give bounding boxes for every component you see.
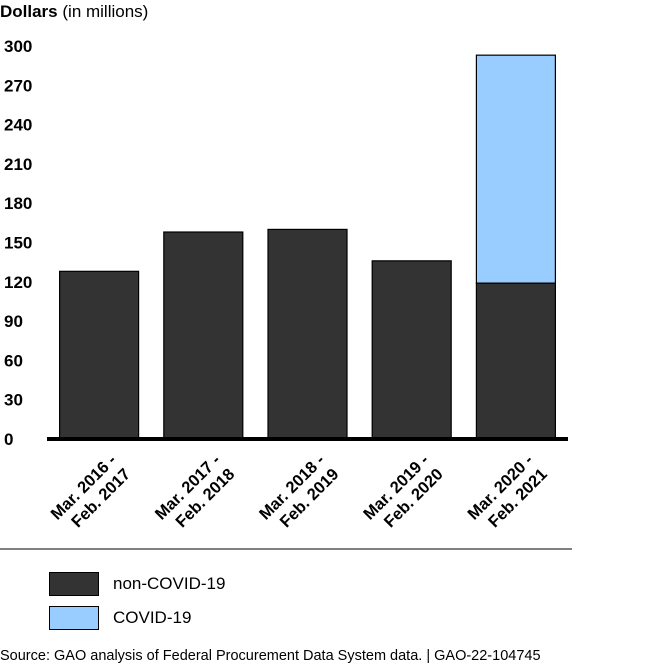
stacked-bar-chart: Dollars (in millions) 0 30 60 90 120 150 180 21… (0, 2, 572, 550)
x-tick-label: Mar. 2019 -Feb. 2020 (360, 451, 447, 538)
legend: non-COVID-19 COVID-19 (49, 570, 225, 638)
legend-swatch-non-covid (49, 572, 99, 596)
legend-item-non-covid: non-COVID-19 (49, 570, 225, 598)
x-axis-labels: Mar. 2016 -Feb. 2017 Mar. 2017 -Feb. 2018… (48, 451, 551, 538)
bar-non-covid-3 (267, 228, 348, 440)
legend-label-non-covid: non-COVID-19 (113, 574, 226, 593)
y-tick-label: 0 (4, 430, 13, 449)
x-tick-label: Mar. 2020 -Feb. 2021 (464, 451, 551, 538)
y-tick-label: 120 (4, 273, 32, 292)
legend-label-covid: COVID-19 (113, 608, 192, 627)
y-axis-title-main: Dollars (0, 2, 58, 21)
y-axis-title: Dollars (in millions) (0, 2, 148, 21)
y-tick-label: 300 (4, 37, 32, 56)
y-tick-label: 210 (4, 155, 32, 174)
x-tick-label: Mar. 2017 -Feb. 2018 (152, 451, 239, 538)
bar-non-covid-1 (58, 270, 140, 440)
y-axis-ticks: 0 30 60 90 120 150 180 210 240 270 300 (4, 37, 32, 449)
bar-non-covid-2 (163, 231, 244, 440)
y-tick-label: 30 (4, 391, 23, 410)
y-tick-label: 270 (4, 76, 32, 95)
y-tick-label: 60 (4, 351, 23, 370)
y-tick-label: 90 (4, 312, 23, 331)
source-note: Source: GAO analysis of Federal Procurem… (0, 648, 541, 664)
x-tick-label: Mar. 2018 -Feb. 2019 (256, 451, 343, 538)
legend-swatch-covid (49, 606, 99, 630)
bar-non-covid-5 (475, 282, 556, 440)
y-tick-label: 180 (4, 194, 32, 213)
legend-item-covid: COVID-19 (49, 604, 225, 632)
bar-covid-5 (475, 54, 556, 284)
y-tick-label: 150 (4, 234, 32, 253)
bars (58, 54, 556, 440)
bar-non-covid-4 (371, 260, 452, 440)
x-tick-label: Mar. 2016 -Feb. 2017 (48, 451, 135, 538)
y-axis-title-unit: (in millions) (62, 2, 148, 21)
y-tick-label: 240 (4, 116, 32, 135)
